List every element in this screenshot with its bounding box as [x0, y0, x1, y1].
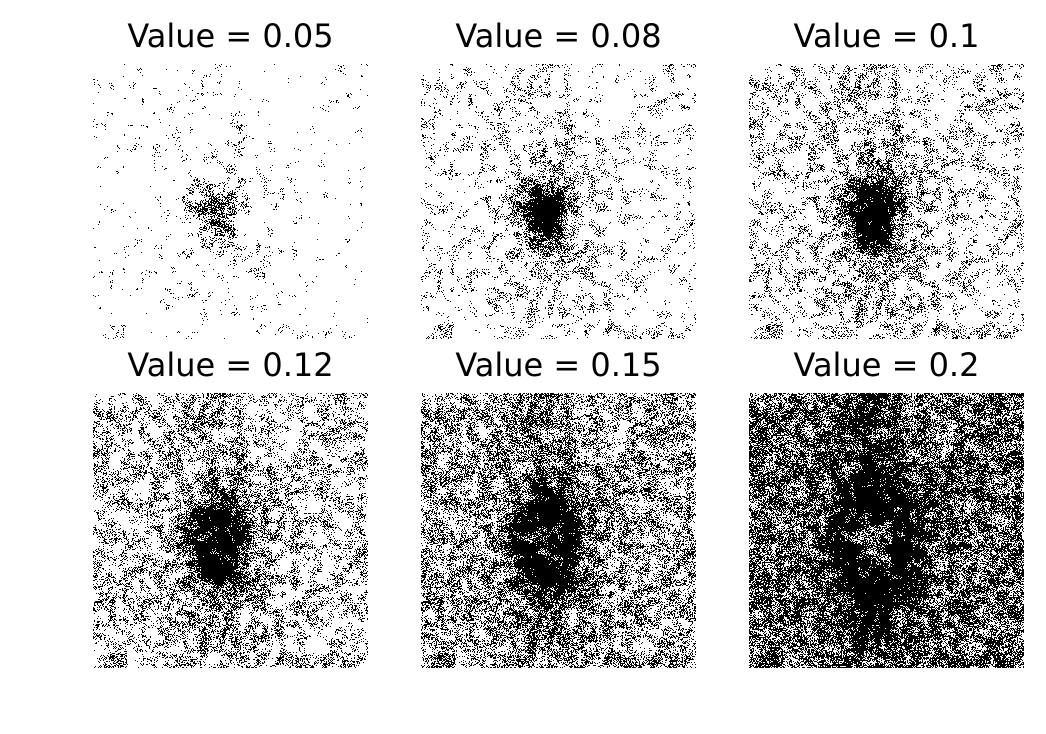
panel-title: Value = 0.2 — [793, 346, 980, 384]
binary-noise-image — [749, 64, 1024, 339]
binary-noise-image — [93, 64, 368, 339]
panel-title: Value = 0.12 — [127, 346, 334, 384]
binary-noise-image — [421, 64, 696, 339]
panel-title: Value = 0.08 — [455, 17, 662, 55]
binary-noise-image — [749, 393, 1024, 668]
panel-title: Value = 0.15 — [455, 346, 662, 384]
panel-title: Value = 0.1 — [793, 17, 980, 55]
binary-noise-image — [93, 393, 368, 668]
panel-title: Value = 0.05 — [127, 17, 334, 55]
binary-noise-image — [421, 393, 696, 668]
